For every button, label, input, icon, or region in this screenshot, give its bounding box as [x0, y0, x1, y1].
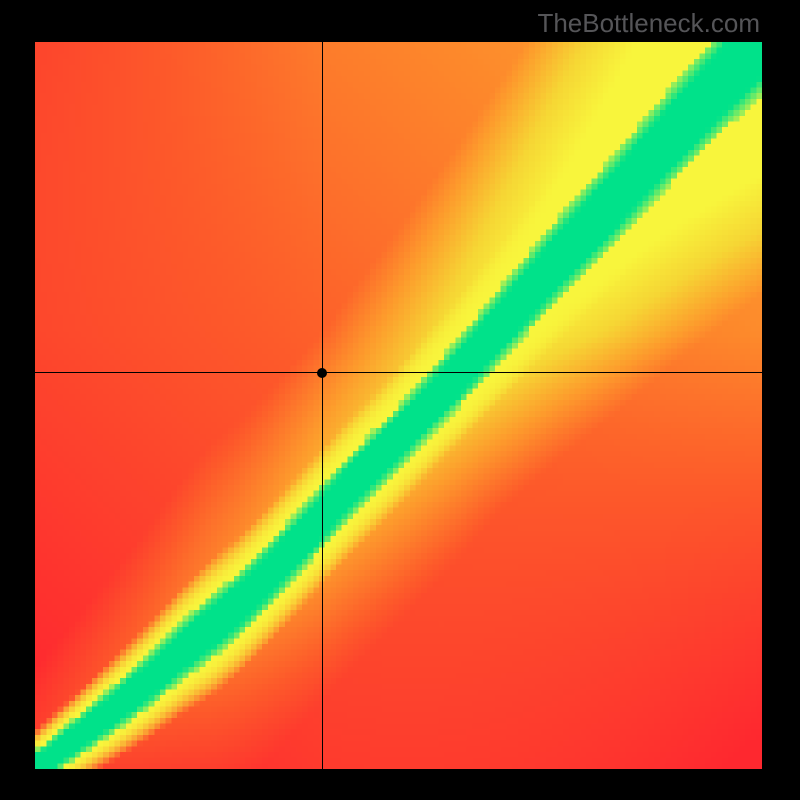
- crosshair-marker: [317, 368, 327, 378]
- crosshair-vertical: [322, 42, 323, 769]
- chart-frame: TheBottleneck.com: [0, 0, 800, 800]
- crosshair-horizontal: [35, 372, 762, 373]
- watermark-text: TheBottleneck.com: [537, 8, 760, 39]
- heatmap-canvas: [35, 42, 762, 769]
- heatmap-plot: [35, 42, 762, 769]
